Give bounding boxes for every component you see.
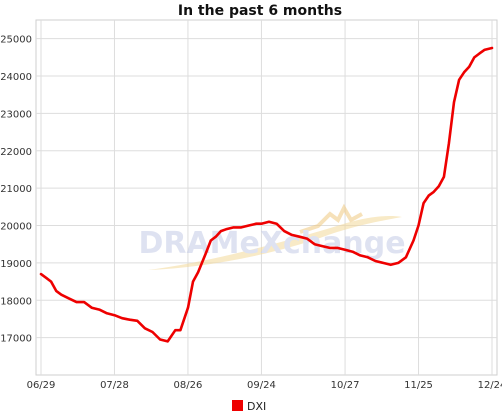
dxi-data-point — [204, 252, 207, 255]
dxi-data-point — [290, 234, 293, 236]
dxi-data-point — [283, 230, 286, 233]
dxi-data-point — [75, 301, 78, 303]
dxi-data-point — [374, 260, 377, 262]
dxi-data-point — [159, 338, 162, 341]
dxi-data-point — [328, 247, 331, 249]
dxi-data-point — [214, 235, 217, 238]
dxi-data-point — [220, 230, 222, 233]
dxi-data-point — [422, 202, 425, 205]
legend-swatch-dxi — [232, 400, 243, 411]
dxi-data-point — [432, 191, 435, 193]
dxi-data-point — [197, 271, 200, 274]
dxi-data-point — [98, 308, 101, 311]
dxi-data-point — [247, 224, 250, 227]
dxi-data-point — [90, 306, 93, 309]
y-tick-label: 18000 — [0, 296, 32, 307]
grid-lines — [36, 20, 497, 375]
dxi-data-point — [268, 220, 270, 223]
dxi-data-point — [321, 245, 324, 248]
dxi-data-point — [491, 47, 493, 49]
y-tick-label: 19000 — [0, 259, 32, 270]
chart-title: In the past 6 months — [178, 3, 342, 19]
dxi-data-point — [412, 239, 415, 242]
dxi-data-point — [382, 262, 384, 264]
dxi-data-point — [113, 314, 116, 317]
y-tick-label: 25000 — [0, 35, 32, 46]
dxi-data-point — [166, 340, 169, 343]
dxi-data-point — [344, 248, 346, 251]
dxi-data-point — [192, 280, 194, 283]
dxi-data-point — [136, 319, 139, 322]
y-tick-label: 23000 — [0, 109, 32, 120]
x-tick-label: 12/24 — [478, 380, 502, 391]
dxi-data-point — [275, 222, 278, 225]
dxi-data-point — [151, 331, 154, 333]
dxi-series-points — [40, 47, 493, 343]
dxi-data-point — [389, 263, 392, 266]
dxi-data-point — [68, 297, 70, 300]
dxi-data-point — [55, 290, 58, 292]
dxi-data-point — [187, 306, 189, 309]
dxi-data-point — [106, 312, 108, 315]
y-tick-label: 17000 — [0, 334, 32, 345]
dxi-data-point — [128, 318, 131, 321]
dxi-data-point — [306, 237, 308, 240]
dxi-data-point — [45, 276, 47, 279]
watermark-zigzag — [299, 203, 363, 234]
dxi-data-point — [463, 71, 465, 74]
y-tick-label: 21000 — [0, 184, 32, 195]
dxi-data-point — [83, 301, 85, 303]
legend: DXI — [232, 400, 266, 413]
dxi-data-point — [232, 226, 235, 229]
x-tick-label: 06/29 — [27, 380, 56, 391]
dxi-data-point — [458, 78, 460, 81]
dxi-data-point — [453, 101, 455, 104]
dxi-data-point — [437, 185, 440, 188]
dxi-data-point — [60, 293, 63, 296]
y-tick-label: 20000 — [0, 222, 32, 233]
dxi-data-point — [240, 226, 243, 229]
dxi-data-point — [427, 194, 430, 197]
dxi-data-point — [313, 243, 316, 246]
dxi-data-point — [144, 327, 146, 330]
dxi-data-point — [255, 222, 258, 225]
dxi-data-point — [336, 247, 339, 249]
dxi-data-point — [468, 65, 471, 68]
x-tick-label: 07/28 — [100, 380, 129, 391]
legend-label-dxi: DXI — [247, 400, 266, 413]
x-tick-label: 11/25 — [404, 380, 433, 391]
dxi-data-point — [298, 235, 301, 238]
dxi-data-point — [209, 239, 212, 242]
dxi-data-point — [225, 228, 227, 231]
y-tick-label: 22000 — [0, 147, 32, 158]
dxi-data-point — [417, 224, 420, 227]
dxi-data-point — [478, 52, 481, 55]
dxi-data-point — [260, 222, 263, 225]
dxi-data-point — [351, 250, 354, 253]
y-tick-label: 24000 — [0, 72, 32, 83]
axis-ticks: 17000 18000 19000 20000 21000 22000 23000 24000… — [0, 35, 502, 391]
x-tick-label: 08/26 — [174, 380, 203, 391]
dxi-data-point — [473, 56, 476, 59]
watermark-swoosh — [148, 215, 402, 270]
dxi-data-point — [359, 254, 362, 257]
dxi-data-point — [448, 142, 450, 145]
dxi-data-point — [483, 49, 486, 51]
x-tick-label: 10/27 — [331, 380, 360, 391]
dxi-data-point — [443, 176, 445, 178]
dxi-data-point — [179, 329, 182, 332]
x-tick-label: 09/24 — [247, 380, 276, 391]
dxi-data-point — [121, 317, 123, 320]
dxi-data-point — [40, 273, 42, 275]
dxi-data-point — [397, 262, 400, 264]
dxi-data-point — [50, 280, 52, 283]
dxi-data-point — [366, 256, 369, 259]
dxi-data-point — [174, 329, 177, 332]
dxi-data-point — [405, 256, 407, 259]
